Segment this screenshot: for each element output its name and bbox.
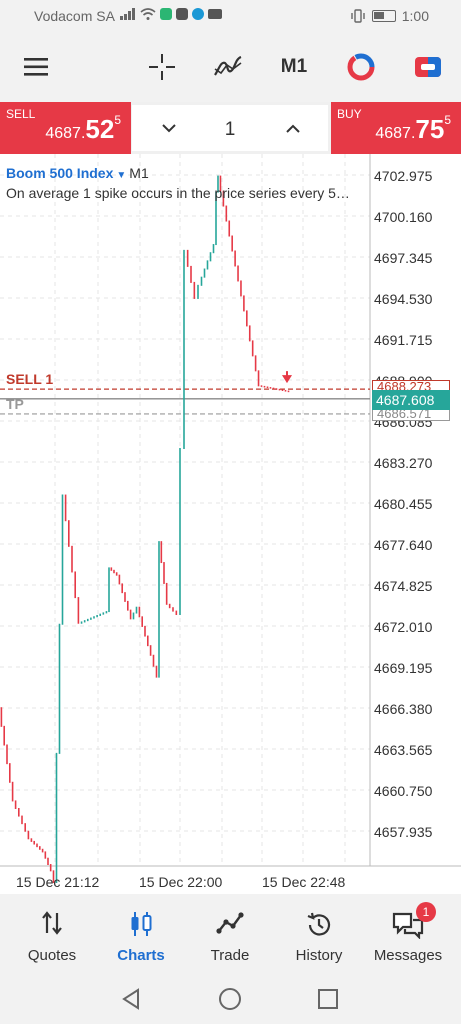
messages-badge: 1	[416, 902, 436, 922]
nav-history[interactable]: History	[273, 894, 365, 974]
signal-icon	[120, 8, 135, 20]
chevron-up-icon	[286, 124, 300, 133]
messages-icon	[362, 911, 454, 941]
volume-increase-button[interactable]	[278, 115, 308, 141]
symbol-description: On average 1 spike occurs in the price s…	[6, 185, 350, 201]
back-button[interactable]	[118, 986, 144, 1012]
one-click-trade-panel: SELL 4687.525 1 BUY 4687.755	[0, 102, 461, 154]
buy-price-small: 4687.	[375, 125, 416, 142]
bottom-navigation: Quotes Charts Trade History Messages 1	[0, 894, 461, 974]
nav-charts[interactable]: Charts	[95, 894, 187, 974]
sell-price-small: 4687.	[45, 125, 86, 142]
nav-quotes-label: Quotes	[27, 947, 77, 964]
nav-messages-label: Messages	[373, 947, 443, 964]
time-tick-label: 15 Dec 21:12	[16, 874, 100, 890]
one-click-trade-icon	[415, 57, 441, 77]
home-icon	[219, 988, 241, 1010]
price-tick-label: 4674.825	[374, 578, 433, 594]
charts-icon	[95, 911, 187, 941]
price-tick-label: 4694.530	[374, 291, 433, 307]
timeframe-button[interactable]: M1	[274, 32, 314, 102]
price-tick-label: 4697.345	[374, 250, 433, 266]
wifi-icon	[140, 8, 156, 20]
price-tick-label: 4660.750	[374, 783, 433, 799]
price-tick-label: 4702.975	[374, 168, 433, 184]
history-icon	[273, 911, 365, 941]
volume-value[interactable]: 1	[224, 119, 236, 140]
volume-decrease-button[interactable]	[154, 115, 184, 141]
buy-label: BUY	[337, 107, 362, 121]
recents-button[interactable]	[315, 986, 341, 1012]
status-right: 1:00	[350, 8, 429, 24]
price-tick-label: 4663.565	[374, 742, 433, 758]
youtube-icon	[208, 9, 222, 19]
trade-icon	[184, 911, 276, 941]
price-tick-label: 4680.455	[374, 496, 433, 512]
one-click-trade-button[interactable]	[410, 32, 446, 102]
app-notification-icon	[192, 8, 204, 20]
buy-price-big: 75	[415, 114, 445, 144]
trading-icon	[347, 53, 375, 81]
quotes-icon	[6, 911, 98, 941]
back-icon	[122, 988, 139, 1010]
timeframe-label: M1	[280, 56, 308, 77]
battery-icon	[371, 10, 396, 22]
crosshair-button[interactable]	[144, 32, 180, 102]
sell-order-label[interactable]: SELL 1	[6, 371, 54, 387]
symbol-dropdown-icon[interactable]: ▼	[116, 170, 127, 181]
buy-price-sup: 5	[444, 113, 451, 127]
trading-button[interactable]	[343, 32, 379, 102]
price-tick-label: 4657.935	[374, 824, 433, 840]
symbol-timeframe: M1	[129, 165, 149, 181]
menu-icon	[24, 58, 48, 76]
indicators-button[interactable]	[210, 32, 246, 102]
buy-button[interactable]: BUY 4687.755	[331, 102, 461, 154]
symbol-header: Boom 500 Index ▼ M1	[6, 165, 149, 181]
menu-button[interactable]	[18, 32, 54, 102]
nav-trade-label: Trade	[210, 947, 250, 964]
sell-label: SELL	[6, 107, 36, 121]
current-price-tag: 4687.608	[372, 390, 450, 410]
home-button[interactable]	[217, 986, 243, 1012]
chart-toolbar: M1	[0, 32, 461, 102]
sell-price: 4687.525	[45, 113, 121, 145]
nav-messages[interactable]: Messages	[362, 894, 454, 974]
nav-charts-label: Charts	[117, 947, 165, 964]
app-notification-icon	[160, 8, 172, 20]
price-tick-label: 4666.380	[374, 701, 433, 717]
nav-history-label: History	[295, 947, 343, 964]
sell-price-sup: 5	[114, 113, 121, 127]
symbol-name[interactable]: Boom 500 Index	[6, 165, 114, 181]
status-bar: Vodacom SA 1:00	[0, 0, 461, 32]
app-notification-icon	[176, 8, 188, 20]
system-navigation-bar	[0, 974, 461, 1024]
price-tick-label: 4672.010	[374, 619, 433, 635]
carrier-name: Vodacom SA	[34, 8, 115, 24]
price-tick-label: 4677.640	[374, 537, 433, 553]
chart-canvas[interactable]	[0, 154, 461, 894]
sell-button[interactable]: SELL 4687.525	[0, 102, 131, 154]
time-tick-label: 15 Dec 22:00	[139, 874, 223, 890]
nav-trade[interactable]: Trade	[184, 894, 276, 974]
crosshair-icon	[149, 54, 175, 80]
price-tick-label: 4700.160	[374, 209, 433, 225]
price-tick-label: 4683.270	[374, 455, 433, 471]
buy-price: 4687.755	[375, 113, 451, 145]
time-tick-label: 15 Dec 22:48	[262, 874, 346, 890]
take-profit-label[interactable]: TP	[6, 396, 24, 412]
recents-icon	[318, 989, 338, 1009]
sell-price-big: 52	[85, 114, 115, 144]
volume-control: 1	[132, 105, 328, 151]
status-icons	[120, 8, 222, 20]
chevron-down-icon	[162, 123, 176, 132]
price-tick-label: 4669.195	[374, 660, 433, 676]
price-tick-label: 4691.715	[374, 332, 433, 348]
nav-quotes[interactable]: Quotes	[6, 894, 98, 974]
clock: 1:00	[401, 8, 429, 24]
price-chart[interactable]: Boom 500 Index ▼ M1 On average 1 spike occ…	[0, 154, 461, 894]
vibrate-icon	[351, 9, 365, 23]
sell-entry-arrow-icon	[282, 375, 292, 384]
indicators-icon	[214, 55, 242, 76]
